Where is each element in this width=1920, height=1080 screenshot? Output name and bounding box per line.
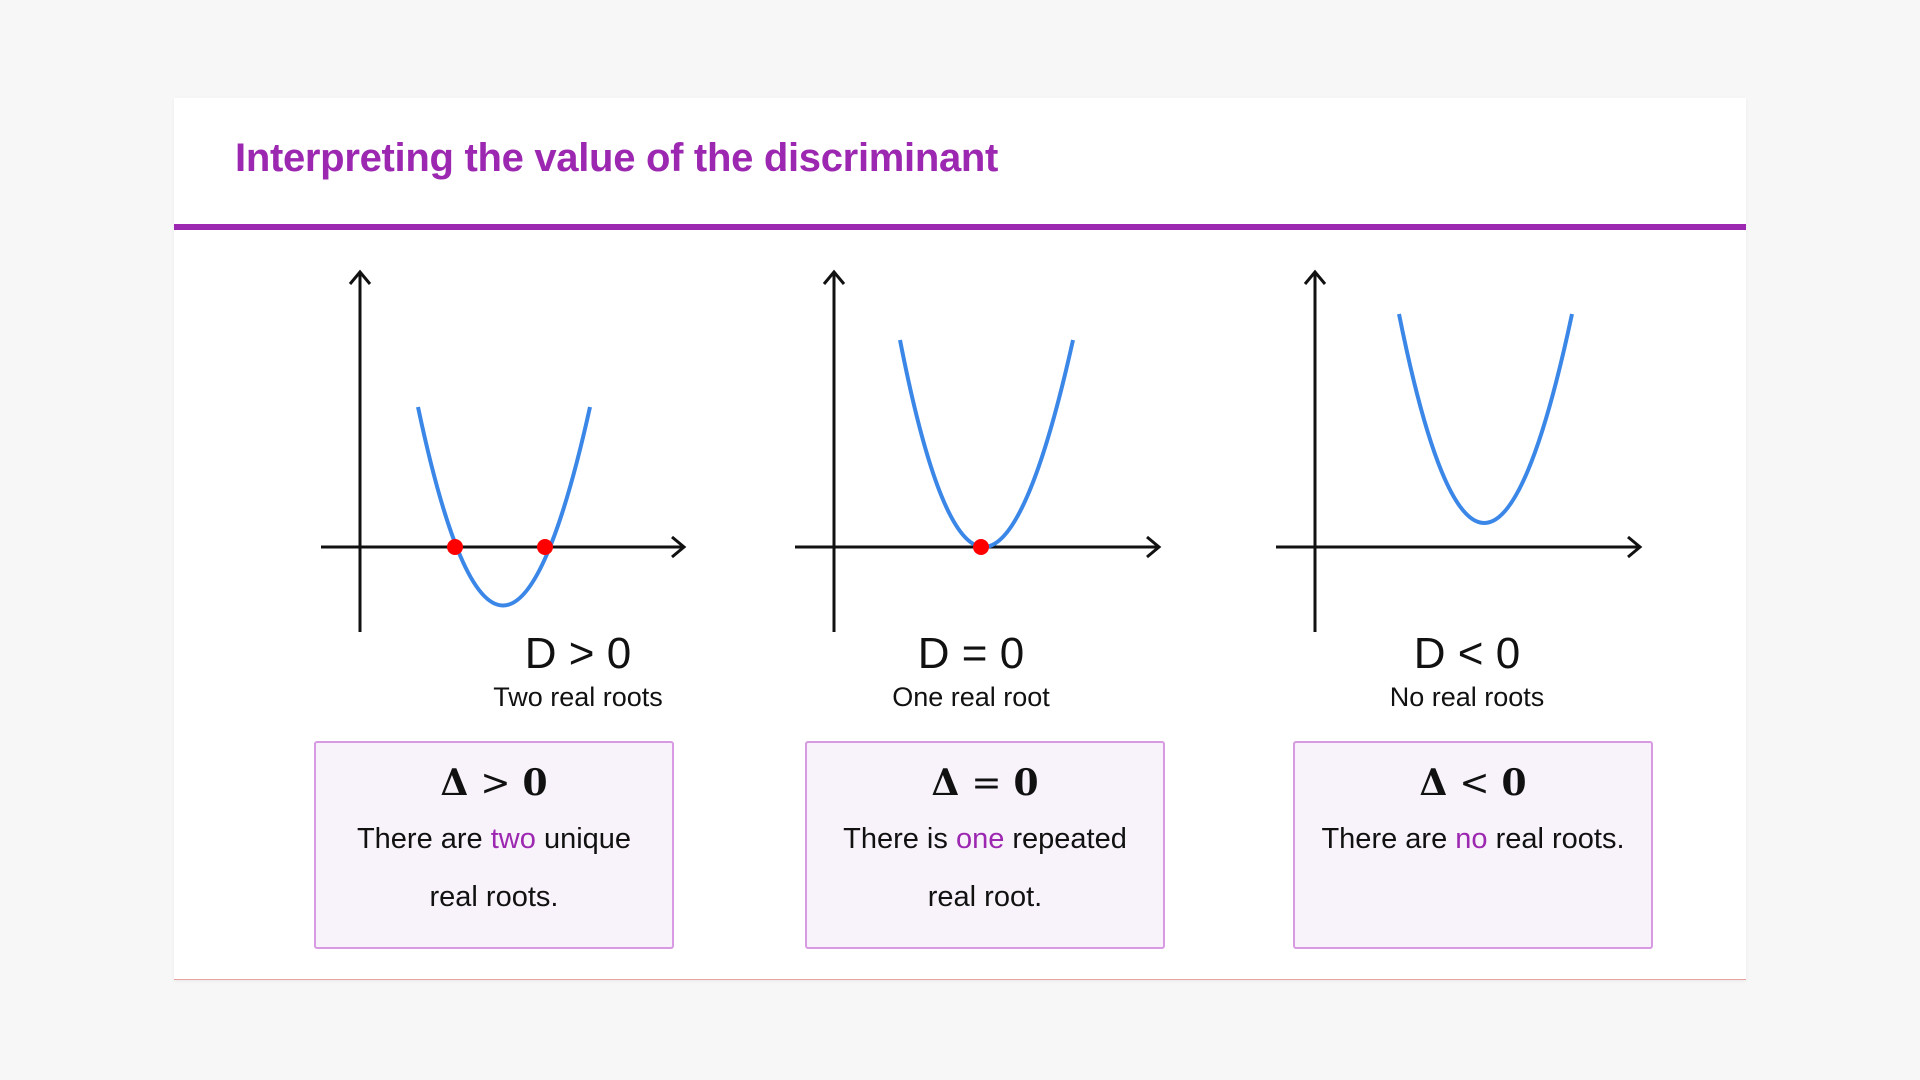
parabola-curve	[416, 406, 592, 608]
relation-label: D < 0	[1413, 629, 1521, 678]
delta-symbol: Δ	[931, 762, 960, 804]
text-before: There is	[843, 823, 956, 855]
highlight-word: no	[1455, 823, 1488, 855]
discriminant-expression: Δ = 0	[807, 761, 1163, 806]
zero-value: 0	[1501, 762, 1527, 804]
caption-one-root: D = 0 One real root	[871, 628, 1071, 714]
explanation-text: There are no real roots.	[1309, 810, 1637, 868]
operator: <	[1459, 763, 1490, 804]
text-after: repeated real root.	[927, 823, 1127, 913]
description-label: Two real roots	[493, 682, 663, 712]
info-box-no-roots: Δ <0 There are no real roots.	[1293, 741, 1653, 949]
discriminant-expression: Δ <0	[1295, 761, 1651, 806]
slide: Interpreting the value of the discrimina…	[174, 98, 1746, 980]
caption-no-roots: D < 0 No real roots	[1367, 628, 1567, 714]
highlight-word: two	[490, 823, 536, 855]
axes	[1276, 269, 1643, 632]
text-before: There are	[1321, 823, 1456, 855]
graph-one-root	[795, 269, 1162, 632]
relation-label: D = 0	[917, 629, 1025, 678]
relation-label: D > 0	[524, 629, 632, 678]
highlight-word: one	[955, 823, 1005, 855]
caption-two-roots: D > 0 Two real roots	[478, 628, 678, 714]
y-axis-arrow-icon	[822, 269, 846, 285]
text-after: unique real roots.	[429, 823, 632, 913]
x-axis-arrow-icon	[671, 535, 687, 559]
discriminant-expression: Δ >0	[316, 761, 672, 806]
text-before: There are	[356, 823, 491, 855]
explanation-text: There are two unique real roots.	[330, 810, 658, 926]
y-axis-arrow-icon	[348, 269, 372, 285]
operator: =	[971, 763, 1002, 804]
zero-value: 0	[522, 762, 548, 804]
delta-symbol: Δ	[1419, 762, 1448, 804]
title-divider	[174, 224, 1746, 230]
info-box-one-root: Δ = 0 There is one repeated real root.	[805, 741, 1165, 949]
delta-symbol: Δ	[440, 762, 469, 804]
page-title: Interpreting the value of the discrimina…	[235, 136, 999, 180]
root-point	[973, 539, 989, 555]
description-label: No real roots	[1389, 682, 1545, 712]
info-box-two-roots: Δ >0 There are two unique real roots.	[314, 741, 674, 949]
y-axis-arrow-icon	[1303, 269, 1327, 285]
x-axis-arrow-icon	[1627, 535, 1643, 559]
zero-value: 0	[1013, 762, 1039, 804]
axes	[321, 269, 687, 632]
slide-bottom-border	[174, 979, 1746, 980]
parabola-curve	[1397, 313, 1574, 525]
description-label: One real root	[892, 682, 1050, 712]
root-point	[537, 539, 553, 555]
root-point	[447, 539, 463, 555]
explanation-text: There is one repeated real root.	[821, 810, 1149, 926]
graph-no-roots	[1276, 269, 1643, 632]
text-after: real roots.	[1487, 823, 1625, 855]
x-axis-arrow-icon	[1146, 535, 1162, 559]
graph-two-roots	[321, 269, 687, 632]
operator: >	[480, 763, 511, 804]
